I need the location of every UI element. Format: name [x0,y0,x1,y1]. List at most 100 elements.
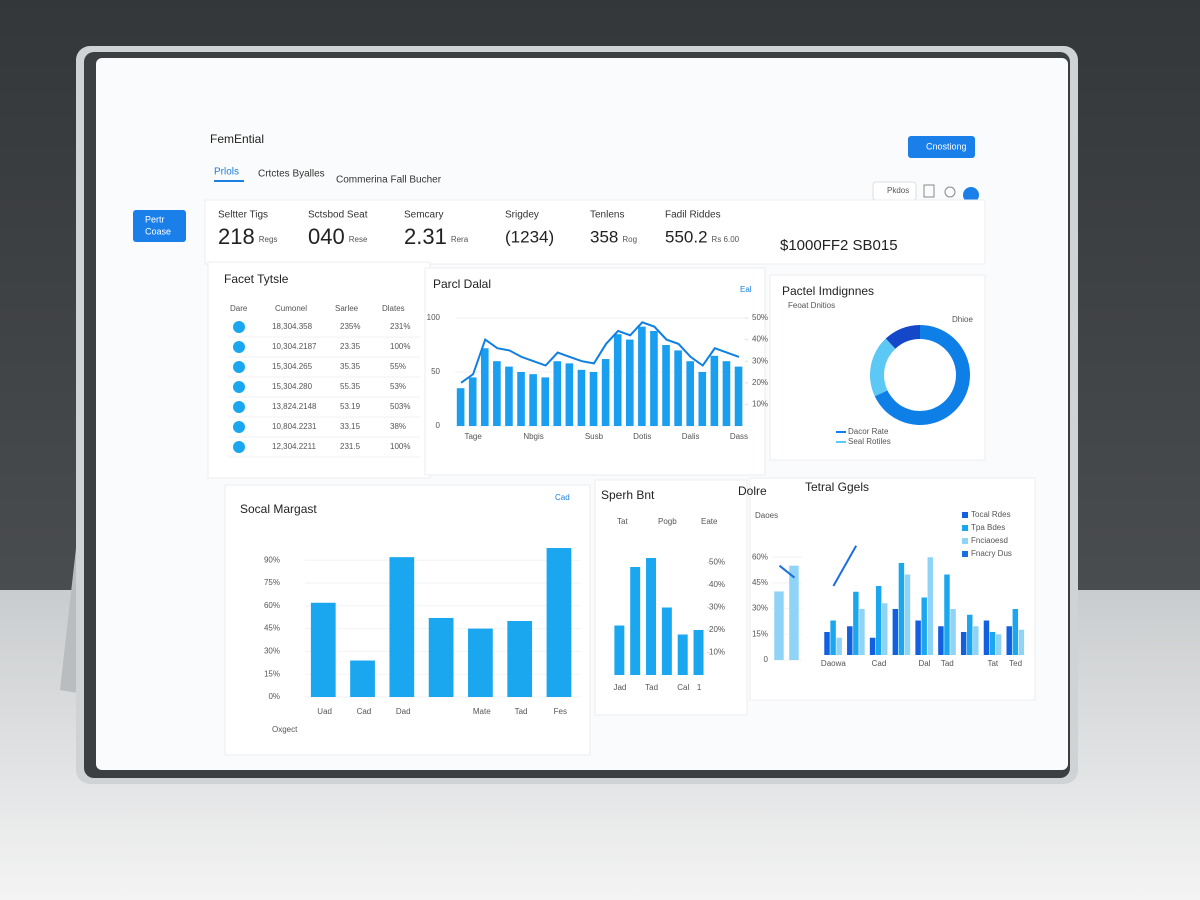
cell: 35.35 [340,362,361,371]
cell: 100% [390,442,410,451]
cell: 55% [390,362,406,371]
x-tick-label: 1 [697,683,702,692]
bar [830,620,836,655]
row-icon [233,381,245,393]
bar [310,602,336,697]
chart-subtitle: Daoes [755,511,778,520]
x-axis-label: Oxgect [272,725,298,734]
chart-title: Tetral Ggels [805,480,869,494]
tab[interactable]: Crtctes Byalles [258,169,325,180]
bar [389,557,415,697]
primary-button[interactable] [908,136,975,158]
bar [847,626,853,655]
column-header: Dare [230,304,248,313]
x-tick-label: Tad [941,659,954,668]
cell: 10,304.2187 [272,342,317,351]
cell: 10,804.2231 [272,422,317,431]
y-tick-label: 45% [264,624,280,633]
x-tick-label: Dalis [682,432,700,441]
icon[interactable] [944,186,956,198]
chart-title: Dolre [738,484,767,498]
legend-swatch [962,512,968,518]
kpi-label: Semcary [404,210,443,221]
bar [921,597,927,655]
y-tick-label: 75% [264,578,280,587]
bar [625,339,634,426]
line [778,564,796,579]
legend-label: Tpa Bdes [971,523,1005,532]
bar [517,372,525,426]
sidebar-button-label: Coase [145,226,171,236]
legend-label: Seal Rotiles [848,437,891,446]
bar [995,634,1002,655]
bar [614,625,625,675]
x-tick-label: Tage [464,432,482,441]
legend-swatch [962,538,968,544]
cell: 55.35 [340,382,361,391]
bar [789,565,799,660]
bar [529,374,537,426]
bar [944,574,950,655]
x-tick-label: Tat [987,659,998,668]
y2-tick-label: 20% [709,625,725,634]
bar [898,563,905,655]
x-tick-label: Ted [1009,659,1022,668]
y2-tick-label: 30% [709,603,725,612]
bar [428,617,454,697]
y-tick-label: 50 [431,367,440,376]
y-tick-label: 100 [427,313,441,322]
chart-action: Eal [740,285,752,294]
bar [350,660,375,697]
x-tick-label: Cal [677,683,689,692]
bar [493,361,501,426]
chart-action: Cad [555,493,570,502]
bar [938,626,944,655]
kpi-value: 2.31 [404,224,447,249]
y-tick-label: 30% [752,604,768,613]
sidebar-button[interactable] [133,210,186,242]
legend-label: Tocal Rdes [971,510,1011,519]
bar [950,609,956,655]
avatar[interactable] [963,187,979,203]
table-panel [207,261,431,479]
kpi-label: Fadil Riddes [665,210,721,221]
bar [836,637,842,655]
cell: 13,824.2148 [272,402,317,411]
tab[interactable]: Commerina Fall Bucher [336,175,442,186]
kpi-unit: Rog [622,235,637,244]
tab[interactable]: Prlols [214,167,239,178]
kpi-value: 218 [218,224,255,249]
y2-tick-label: 40% [709,580,725,589]
y2-tick-label: 40% [752,335,768,344]
legend-swatch [836,431,846,433]
kpi-label: Srigdey [505,210,539,221]
chart-title: Socal Margast [240,502,317,516]
bar [824,632,830,655]
bar [1006,626,1012,655]
x-tick-label: Nbgis [523,432,543,441]
cell: 12,304.2211 [272,442,316,451]
column-header: Pogb [658,517,677,526]
bar [638,326,646,426]
row-icon [233,421,245,433]
bar [646,558,657,675]
x-tick-label: Dad [396,707,411,716]
row-icon [233,401,245,413]
x-tick-label: Daowa [821,659,846,668]
row-icon [233,441,245,453]
bar [989,632,996,655]
kpi-value: 550.2 [665,227,708,246]
y-tick-label: 0% [268,692,280,701]
kpi-strip [204,199,986,265]
kpi-value: 358 [590,227,618,246]
column-header: Dlates [382,304,405,313]
x-tick-label: Tad [645,683,658,692]
bar [480,348,489,426]
icon[interactable] [923,184,935,198]
bar [698,372,707,426]
y2-tick-label: 50% [709,558,725,567]
bar [1018,629,1025,655]
bar [468,377,477,426]
kpi-unit: Rese [349,235,368,244]
